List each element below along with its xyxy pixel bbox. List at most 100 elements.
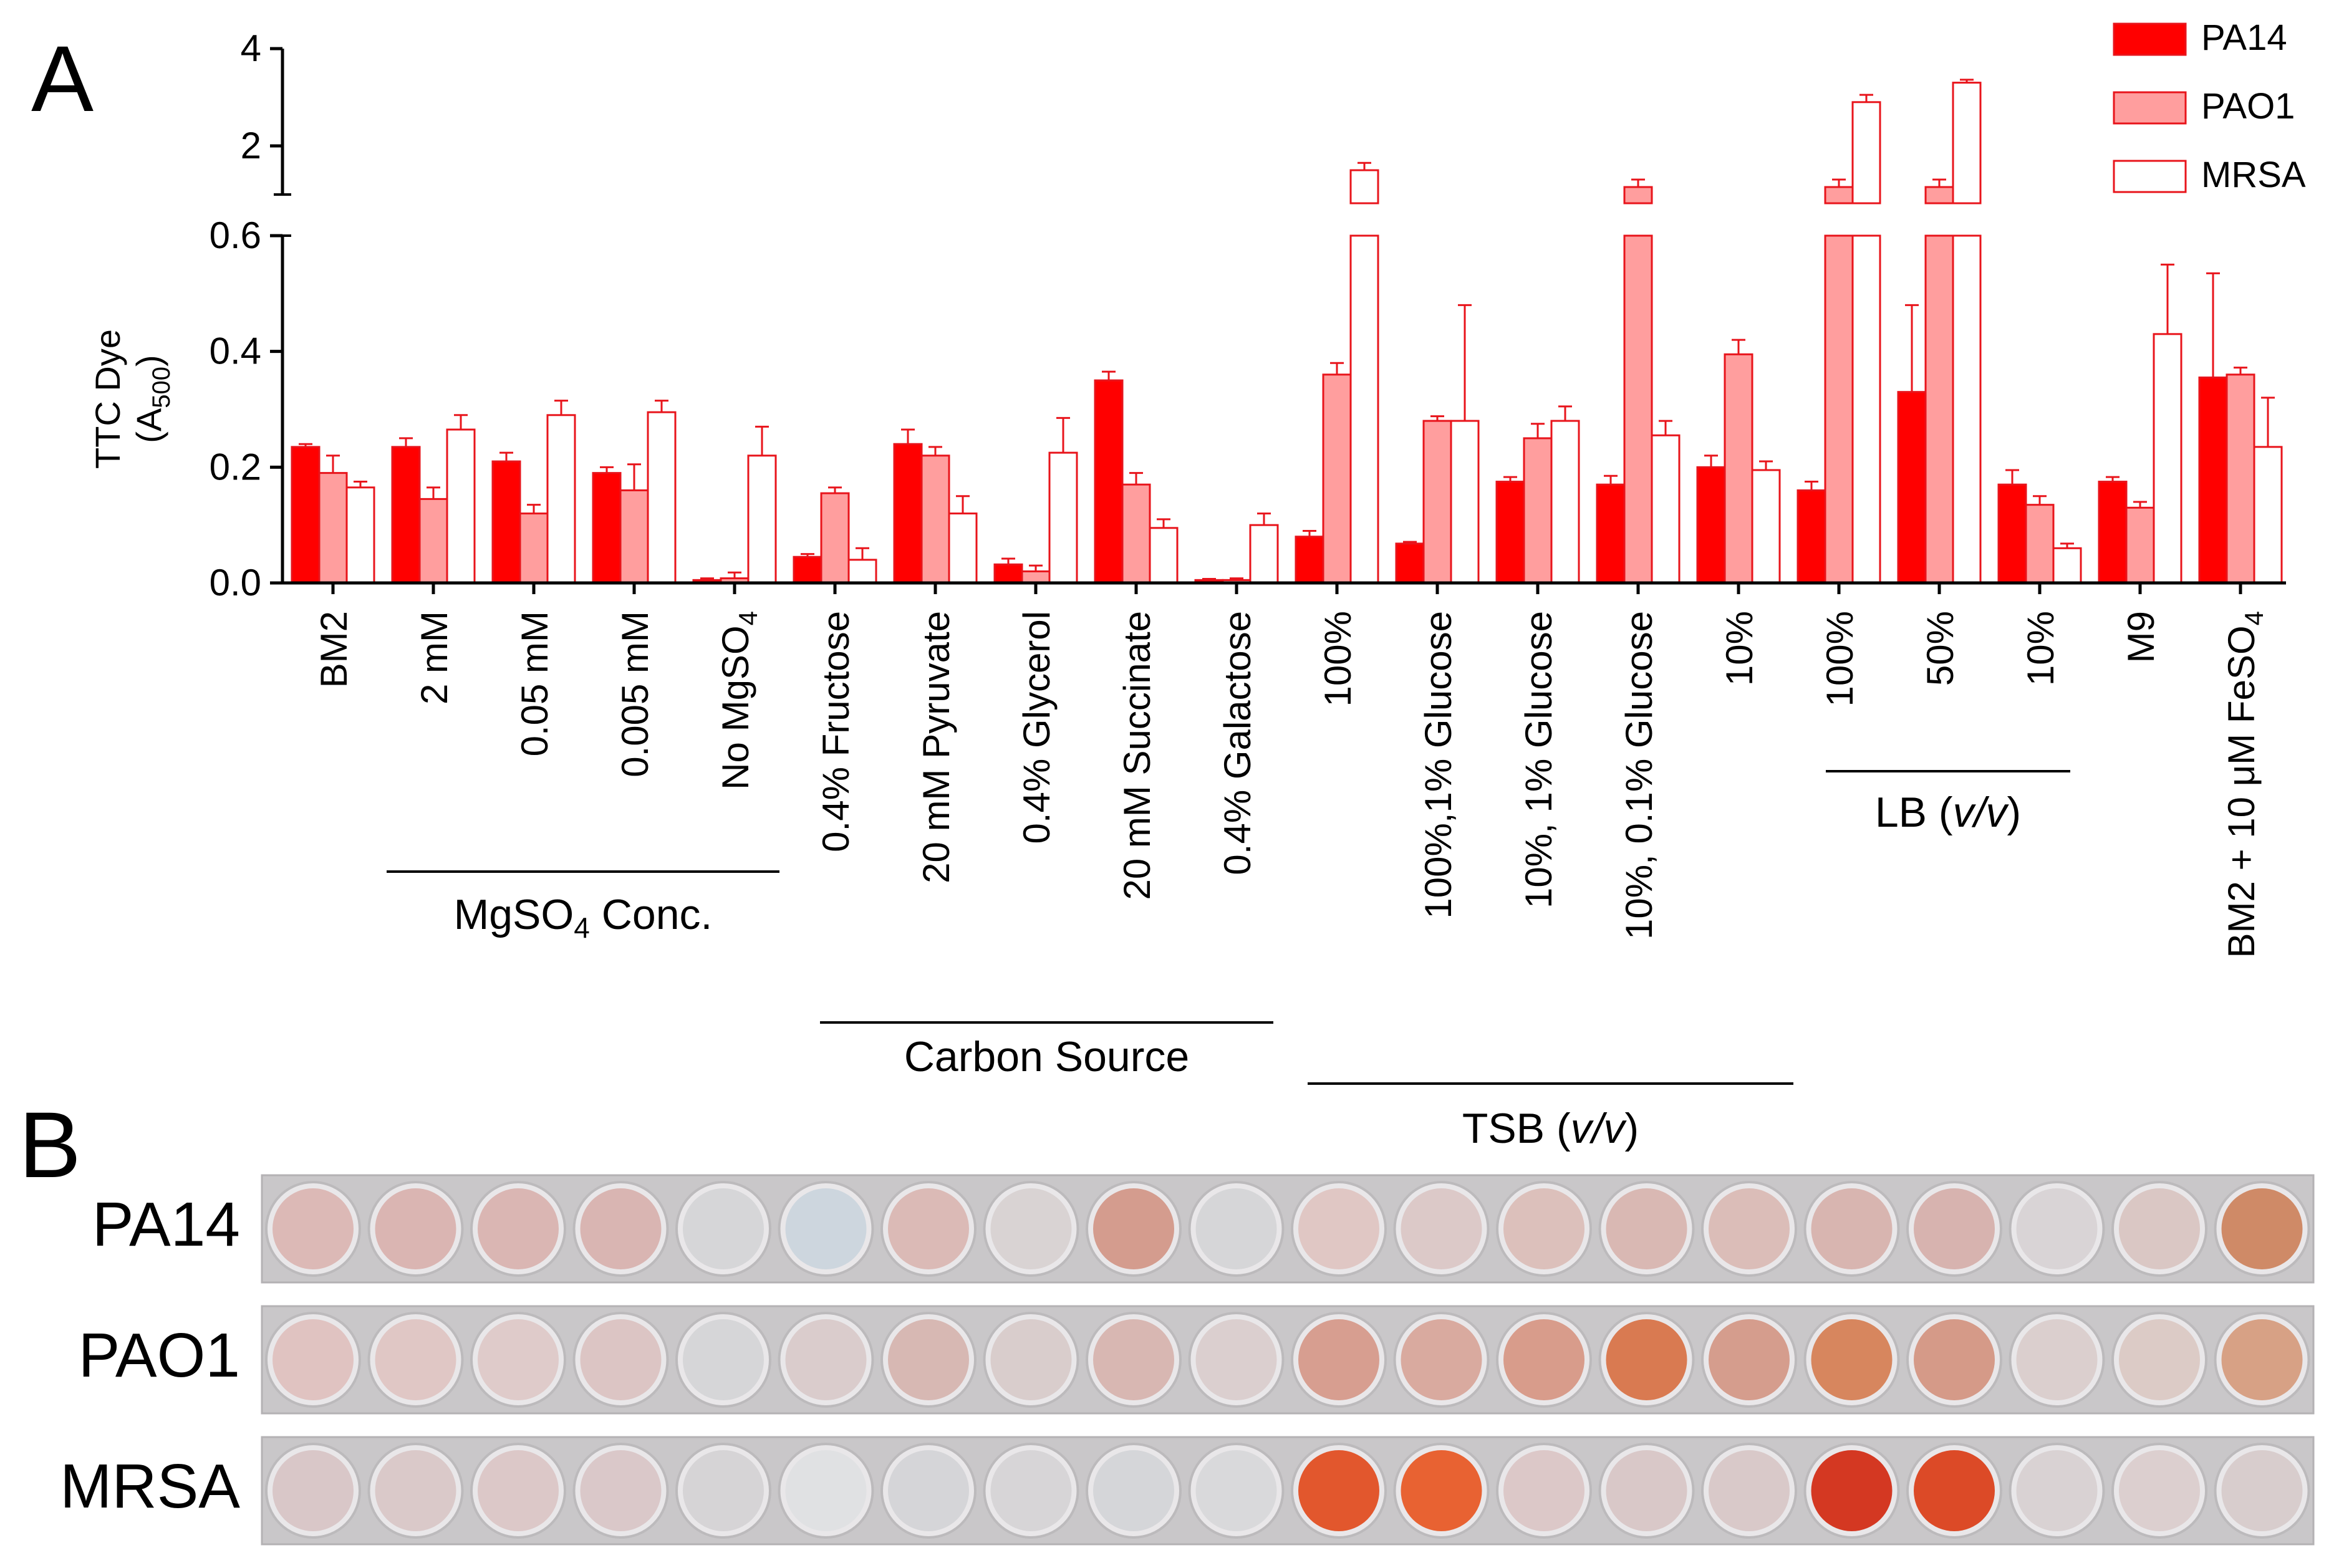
x-tick-label: 0.4% Glycerol [1016,611,1058,844]
well [2016,1188,2098,1269]
x-tick-label: 10% [1719,611,1760,686]
x-tick-label: BM2 [313,611,355,688]
bar-mrsa [1048,451,1078,584]
well [785,1450,867,1531]
bar-mrsa [948,512,978,584]
well [1195,1188,1277,1269]
bar-pao1 [1121,483,1151,584]
bar-pa14 [592,472,622,584]
well [683,1319,764,1400]
bar-pao1 [1623,234,1653,584]
panel-b-label: B [19,1092,81,1197]
panel-a-label: A [31,26,94,131]
bar-pao1 [1021,570,1051,584]
x-tick-label: 2 mM [413,611,455,705]
bar-mrsa [1550,420,1580,584]
bar-mrsa [1651,434,1681,584]
bar-mrsa [1952,82,1982,204]
bar-pao1 [1724,353,1753,584]
x-tick-label: No MgSO4 [715,611,763,790]
well [888,1188,969,1269]
bar-mrsa [546,414,576,584]
bar-mrsa [847,559,877,584]
well [580,1450,662,1531]
bar-pa14 [2098,481,2128,584]
legend: PA14 PAO1 MRSA [2113,17,2306,195]
bar-mrsa [747,455,777,584]
well [1401,1188,1482,1269]
bar-pao1 [2125,506,2155,584]
well [2016,1319,2098,1400]
well [1811,1319,1893,1400]
well [1503,1188,1584,1269]
bar-mrsa [1349,169,1379,204]
bar-mrsa [446,428,476,584]
well [683,1188,764,1269]
bar-mrsa [2253,446,2283,584]
well [2221,1450,2303,1531]
well [273,1319,354,1400]
bar-pao1 [1322,373,1352,584]
bar-mrsa [647,411,677,584]
bar-pa14 [1696,466,1726,584]
bar-pao1 [1422,420,1452,584]
well [478,1188,559,1269]
plate-row-label: PA14 [92,1190,240,1259]
bar-pa14 [391,446,421,584]
x-tick-label: 0.05 mM [514,611,556,756]
well [2221,1319,2303,1400]
bar-pa14 [491,460,521,584]
bar-pa14 [1495,481,1525,584]
group-label: MgSO4 Conc. [454,891,713,944]
well [1914,1450,1995,1531]
well [990,1319,1072,1400]
bar-pao1 [1623,186,1653,204]
x-tick-label: 0.4% Galactose [1217,611,1258,875]
bar-pa14 [291,446,321,584]
y-tick-label: 0.4 [210,330,261,372]
plate-row-label: MRSA [60,1451,240,1521]
well [1503,1319,1584,1400]
bar-pao1 [1523,437,1553,584]
category-groups: MgSO4 Conc. Carbon Source TSB (v/v) LB (v/v… [387,770,2070,1152]
x-tick-label: 100%,1% Glucose [1417,611,1459,919]
well-plate: PA14 PAO1 MRSA [60,1174,2315,1546]
x-tick-label: 50% [1919,611,1961,686]
legend-label: PAO1 [2201,86,2295,127]
bar-mrsa [1851,234,1881,584]
well [990,1188,1072,1269]
y-tick-label: 0.2 [210,446,261,488]
bar-mrsa [345,486,375,584]
well [375,1188,456,1269]
bar-pa14 [1997,483,2027,584]
x-tick-label: 20 mM Succinate [1116,611,1158,900]
bar-mrsa [1249,524,1279,584]
well [683,1450,764,1531]
bar-pao1 [920,455,950,584]
bar-mrsa [1851,101,1881,204]
well [1709,1319,1790,1400]
bar-pao1 [418,498,448,584]
bar-mrsa [1450,420,1480,584]
bar-mrsa [2153,333,2182,584]
bar-mrsa [1349,234,1379,584]
bar-pa14 [1596,483,1626,584]
legend-swatch-mrsa [2113,160,2187,193]
y-axis-label: TTC Dye [88,329,127,469]
well [375,1319,456,1400]
y-tick-label: 0.6 [210,214,261,256]
plate-row-label: PAO1 [79,1320,240,1390]
well [785,1188,867,1269]
x-tick-label: 20 mM Pyruvate [915,611,957,883]
x-tick-label: M9 [2120,611,2162,663]
y-axis: 0.0 0.2 0.4 0.6 2 4 [210,27,291,604]
panel-a: A 0.0 0.2 0.4 0.6 2 4 TTC Dye (A500) BM2 2 mM 0… [31,17,2306,1152]
legend-label: MRSA [2201,155,2306,195]
bar-pao1 [318,472,348,584]
well [478,1319,559,1400]
well [273,1188,354,1269]
well [1811,1450,1893,1531]
plate-strip [261,1436,2315,1546]
bar-pa14 [1395,542,1425,584]
